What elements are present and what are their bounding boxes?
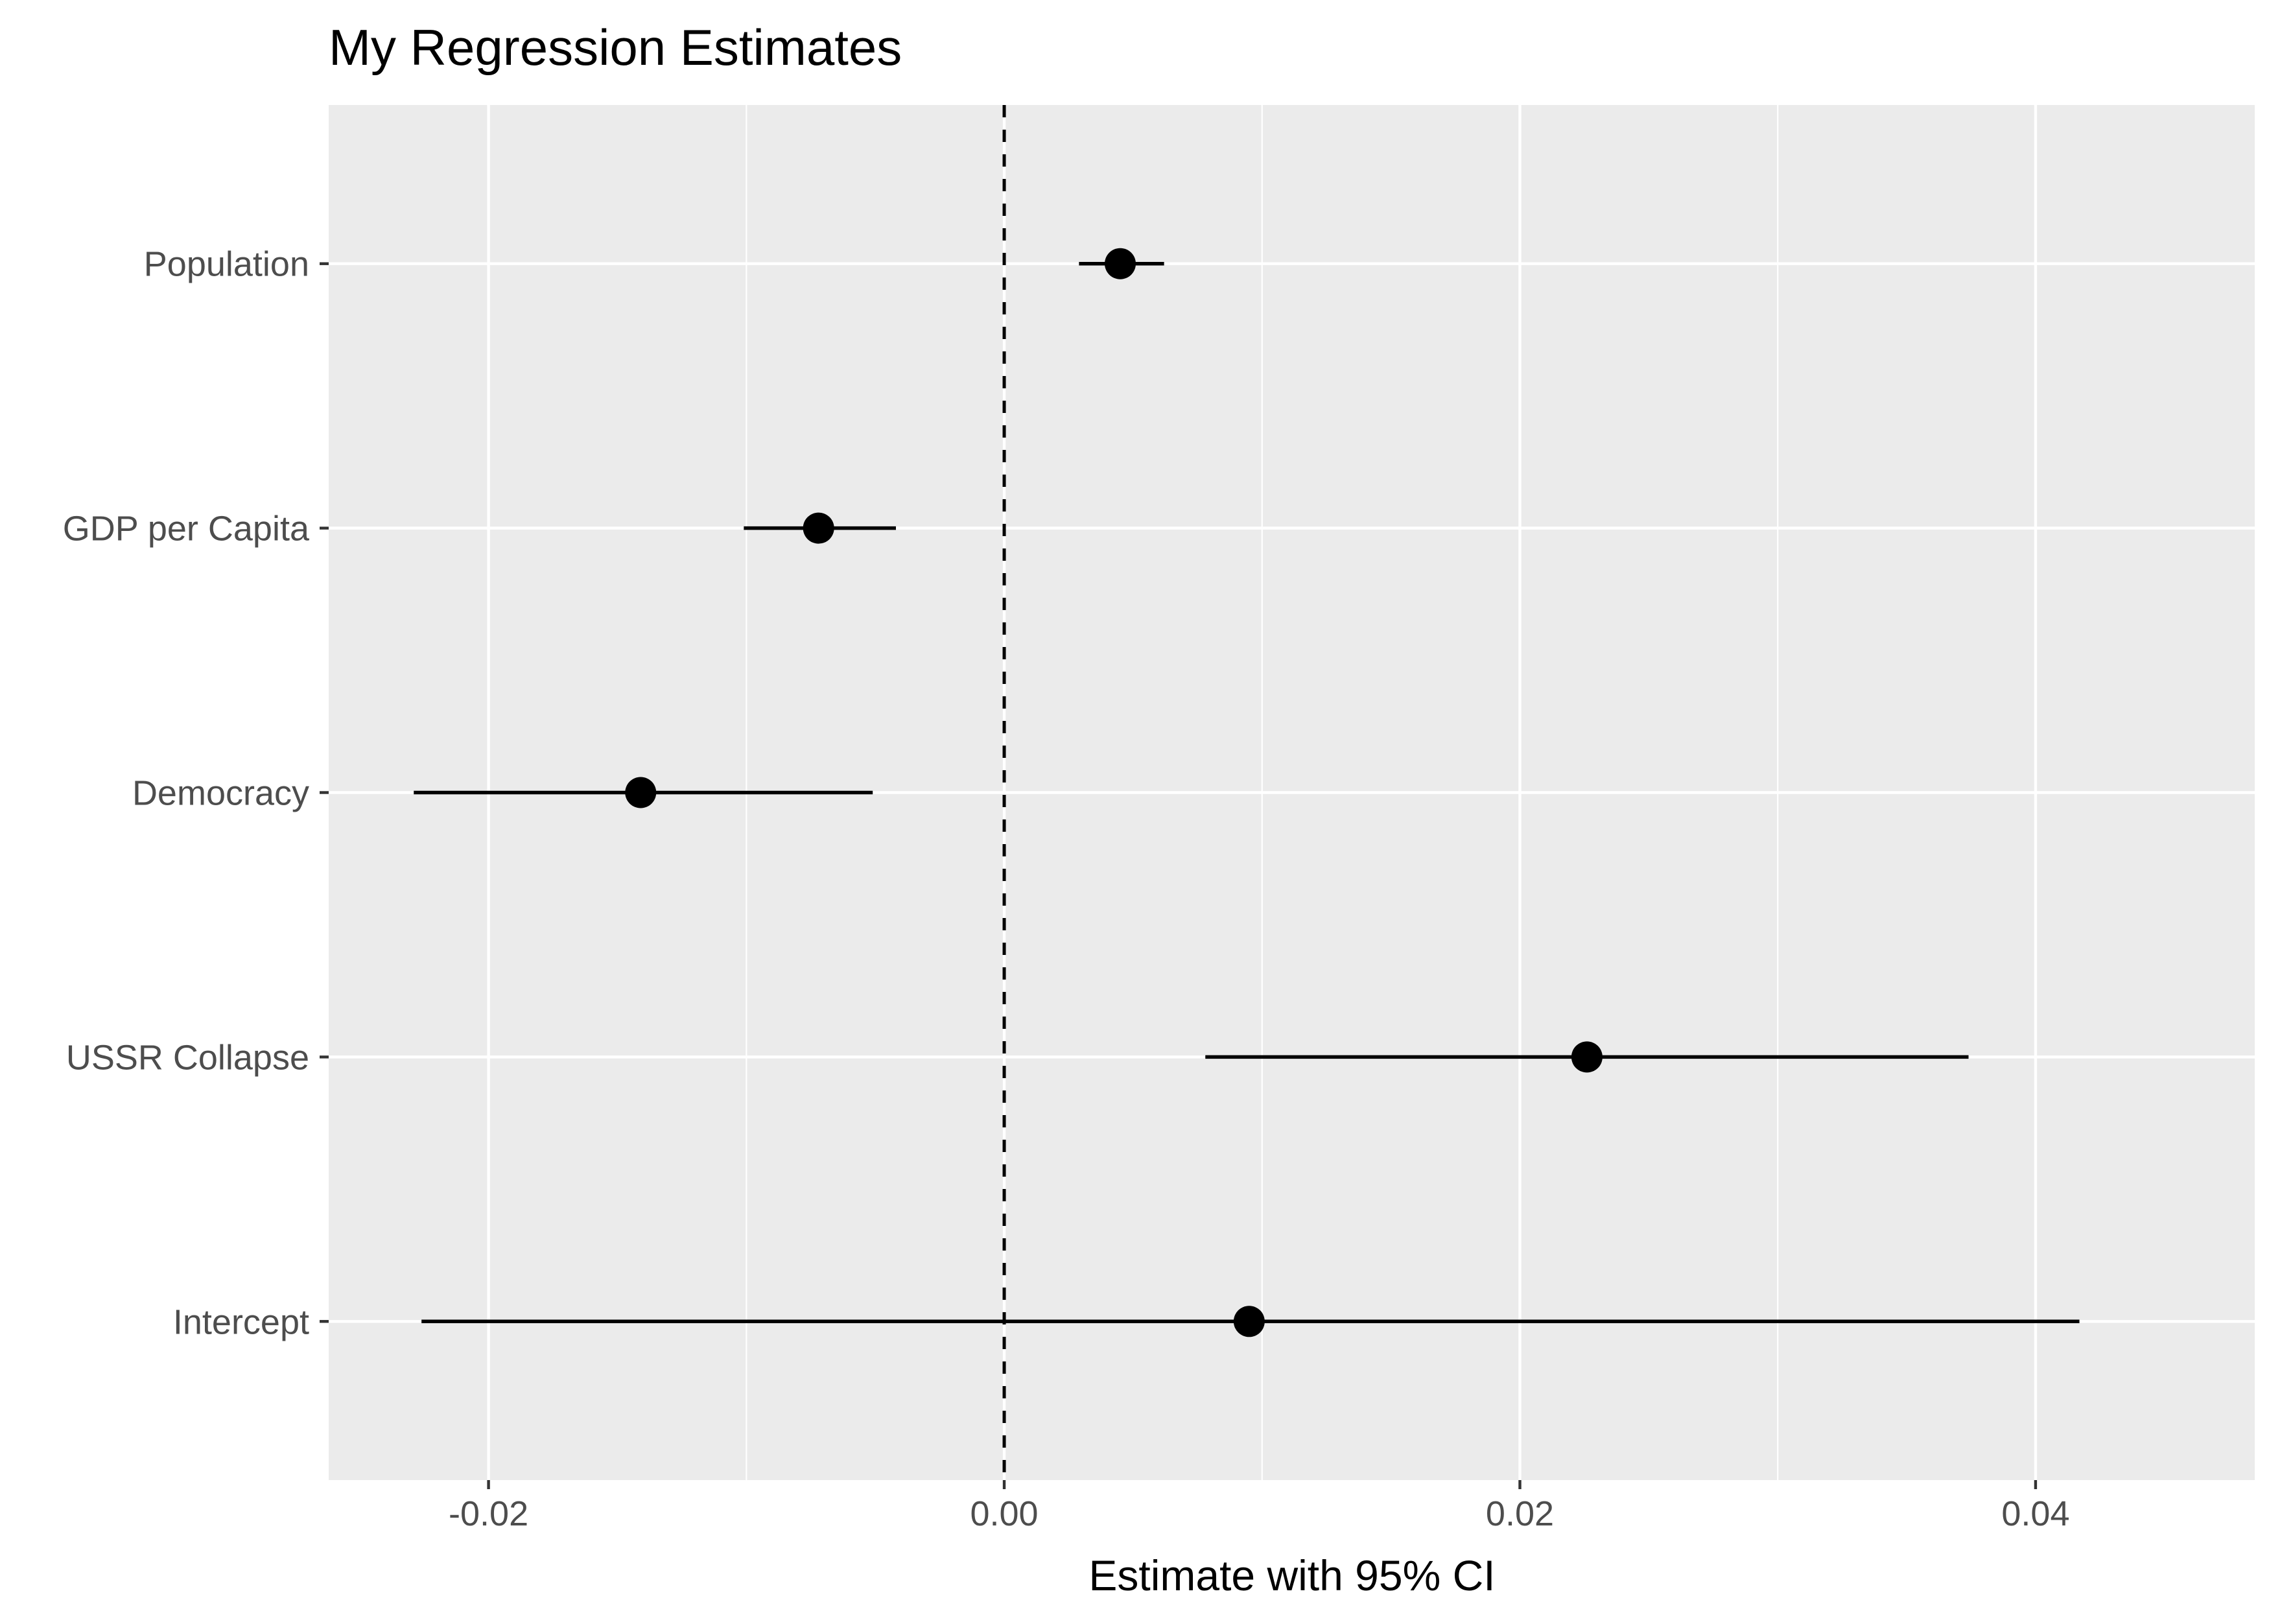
estimate-point-democracy xyxy=(625,777,657,808)
x-tick-label: -0.02 xyxy=(449,1494,528,1533)
y-tick-label-intercept: Intercept xyxy=(173,1302,309,1341)
estimate-point-ussr-collapse xyxy=(1571,1041,1603,1073)
estimate-point-intercept xyxy=(1233,1306,1265,1337)
x-axis: -0.02 0.00 0.02 0.04 xyxy=(449,1480,2069,1533)
x-tick-label: 0.04 xyxy=(2001,1494,2069,1533)
x-axis-title: Estimate with 95% CI xyxy=(1088,1551,1495,1599)
y-tick-label-democracy: Democracy xyxy=(132,774,309,813)
y-tick-label-population: Population xyxy=(144,245,309,284)
estimate-point-population xyxy=(1105,248,1136,279)
y-tick-label-ussr-collapse: USSR Collapse xyxy=(66,1038,309,1077)
y-tick-label-gdp-per-capita: GDP per Capita xyxy=(63,510,310,548)
estimate-point-gdp-per-capita xyxy=(803,512,834,544)
x-tick-label: 0.00 xyxy=(970,1494,1038,1533)
y-axis: Population GDP per Capita Democracy USSR Co… xyxy=(63,245,329,1341)
x-tick-label: 0.02 xyxy=(1486,1494,1554,1533)
chart-title: My Regression Estimates xyxy=(329,19,902,76)
points-layer xyxy=(625,248,1603,1337)
